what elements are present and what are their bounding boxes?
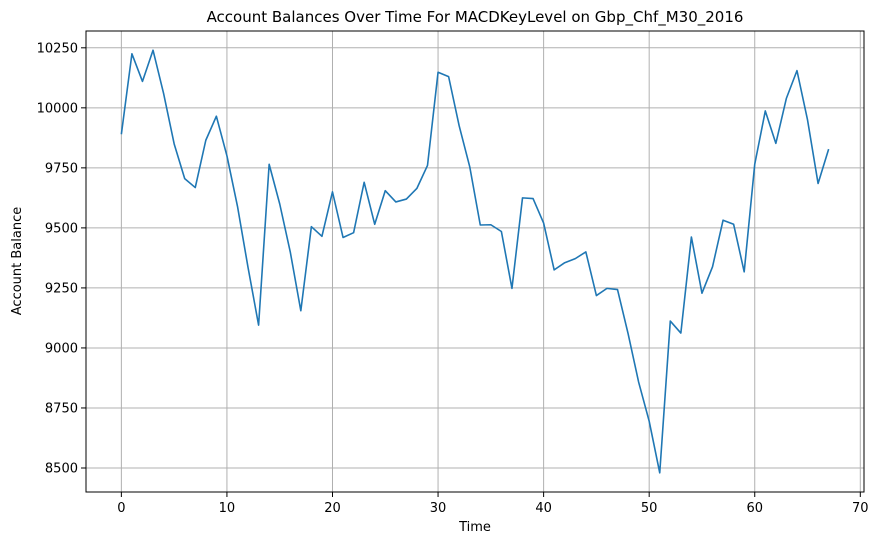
y-tick-label: 9250 [45,281,78,296]
x-tick-label: 30 [430,501,447,516]
x-tick-label: 10 [219,501,236,516]
x-tick-label: 60 [746,501,763,516]
y-tick-label: 10000 [37,101,78,116]
grid-lines [86,31,864,492]
y-axis: 8500 8750 9000 9250 9500 9750 10000 10250 [37,41,86,476]
x-tick-label: 50 [641,501,658,516]
y-tick-label: 9000 [45,341,78,356]
plot-frame [85,30,865,493]
account-balance-line [120,49,830,474]
y-tick-label: 9500 [45,221,78,236]
chart-title: Account Balances Over Time For MACDKeyLe… [207,8,744,27]
y-axis-label: Account Balance [10,207,25,315]
y-tick-label: 9750 [45,161,78,176]
x-axis: 0 10 20 30 40 50 60 70 [117,492,869,516]
x-tick-label: 20 [324,501,341,516]
y-tick-label: 10250 [37,41,78,56]
x-tick-label: 0 [117,501,125,516]
y-tick-label: 8750 [45,401,78,416]
y-tick-label: 8500 [45,461,78,476]
x-axis-label: Time [458,520,491,535]
x-tick-label: 70 [852,501,869,516]
x-tick-label: 40 [535,501,552,516]
